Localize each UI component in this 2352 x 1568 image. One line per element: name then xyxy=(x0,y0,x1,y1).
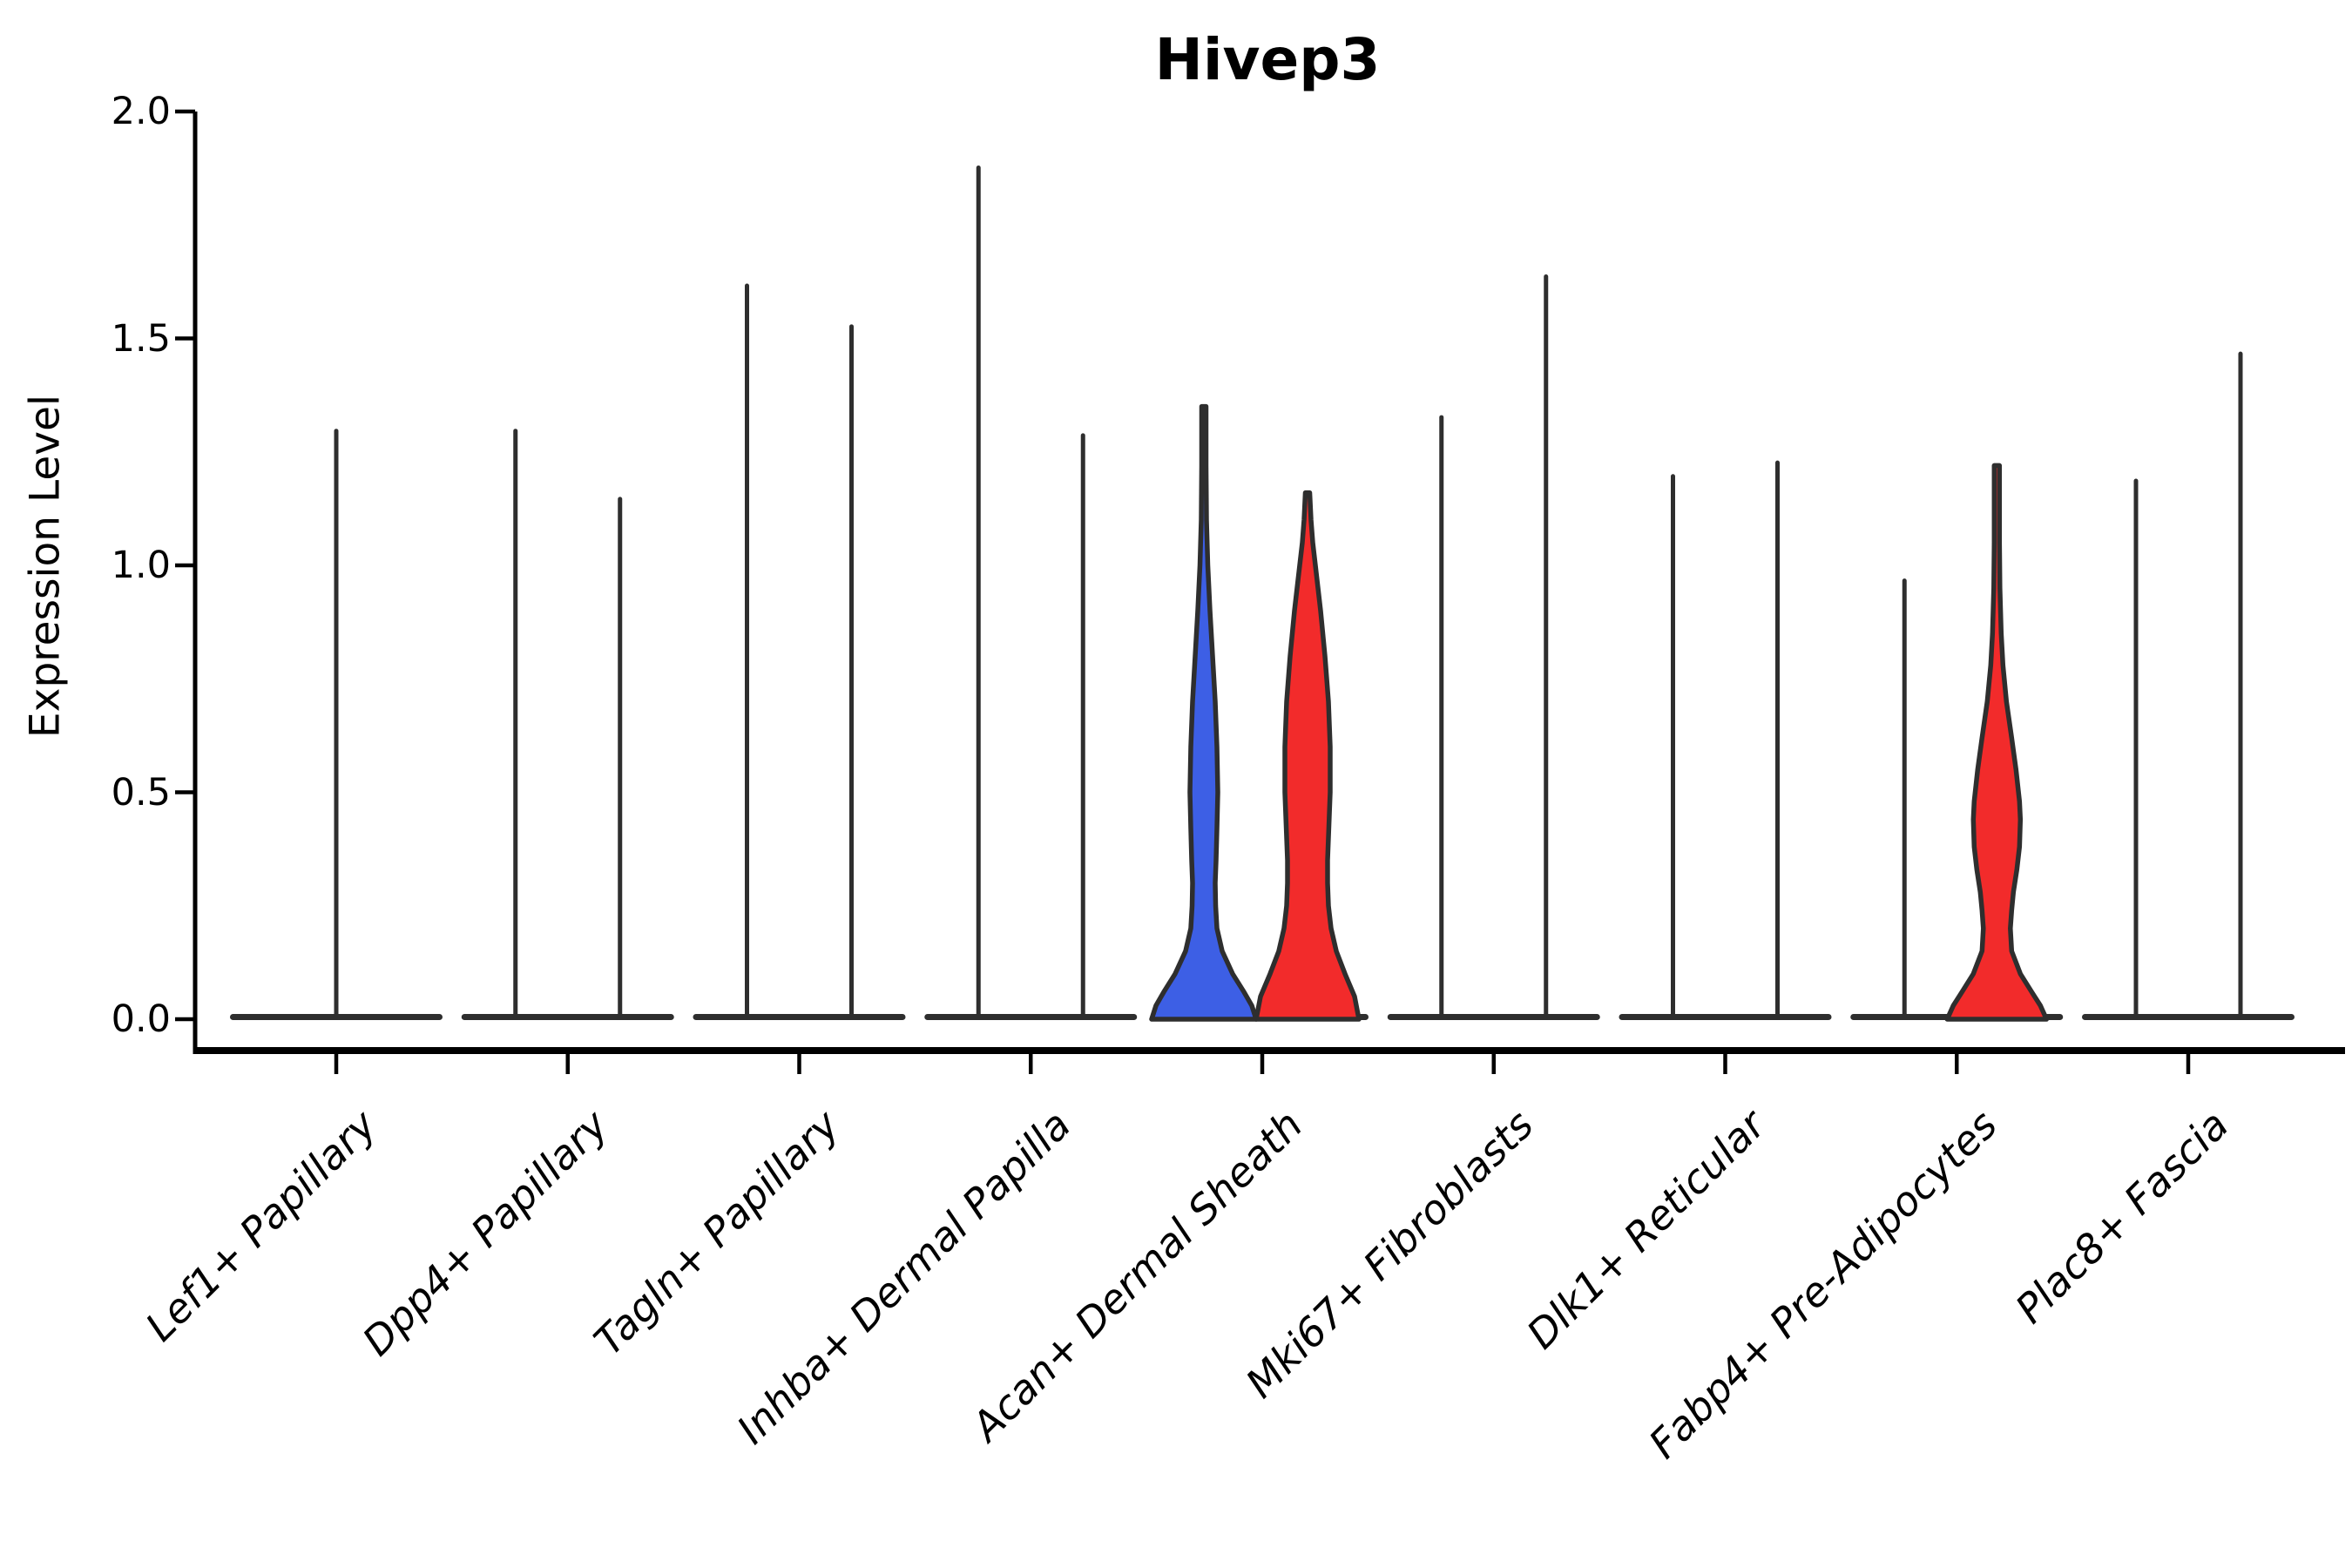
y-tick-mark xyxy=(175,109,195,114)
violin-baseline xyxy=(924,1014,1138,1020)
violin-baseline xyxy=(693,1014,906,1020)
chart-title: Hivep3 xyxy=(1154,26,1381,93)
violin-body-blue xyxy=(1149,403,1259,1022)
violin-baseline xyxy=(1387,1014,1600,1020)
violin-baseline xyxy=(2082,1014,2295,1020)
y-tick-label: 0.0 xyxy=(111,997,171,1041)
y-tick-label: 1.5 xyxy=(111,316,171,361)
violin-body-red xyxy=(1254,490,1362,1022)
x-tick-mark xyxy=(2186,1054,2191,1074)
x-tick-mark xyxy=(1029,1054,1033,1074)
x-tick-mark xyxy=(1260,1054,1265,1074)
x-tick-mark xyxy=(1491,1054,1496,1074)
y-tick-mark xyxy=(175,336,195,341)
y-tick-mark xyxy=(175,563,195,568)
violin-baseline xyxy=(1619,1014,1832,1020)
violin-body-red xyxy=(1944,463,2050,1022)
x-tick-mark xyxy=(1955,1054,1959,1074)
x-tick-mark xyxy=(797,1054,801,1074)
y-tick-label: 0.5 xyxy=(111,770,171,814)
x-axis-spine xyxy=(193,1047,2345,1054)
y-tick-label: 2.0 xyxy=(111,90,171,133)
x-tick-mark xyxy=(565,1054,570,1074)
y-tick-mark xyxy=(175,1017,195,1022)
y-axis-spine xyxy=(193,112,198,1054)
y-tick-label: 1.0 xyxy=(111,544,171,587)
violin-baseline xyxy=(461,1014,674,1020)
y-tick-mark xyxy=(175,790,195,794)
x-tick-mark xyxy=(1723,1054,1727,1074)
x-tick-mark xyxy=(334,1054,339,1074)
